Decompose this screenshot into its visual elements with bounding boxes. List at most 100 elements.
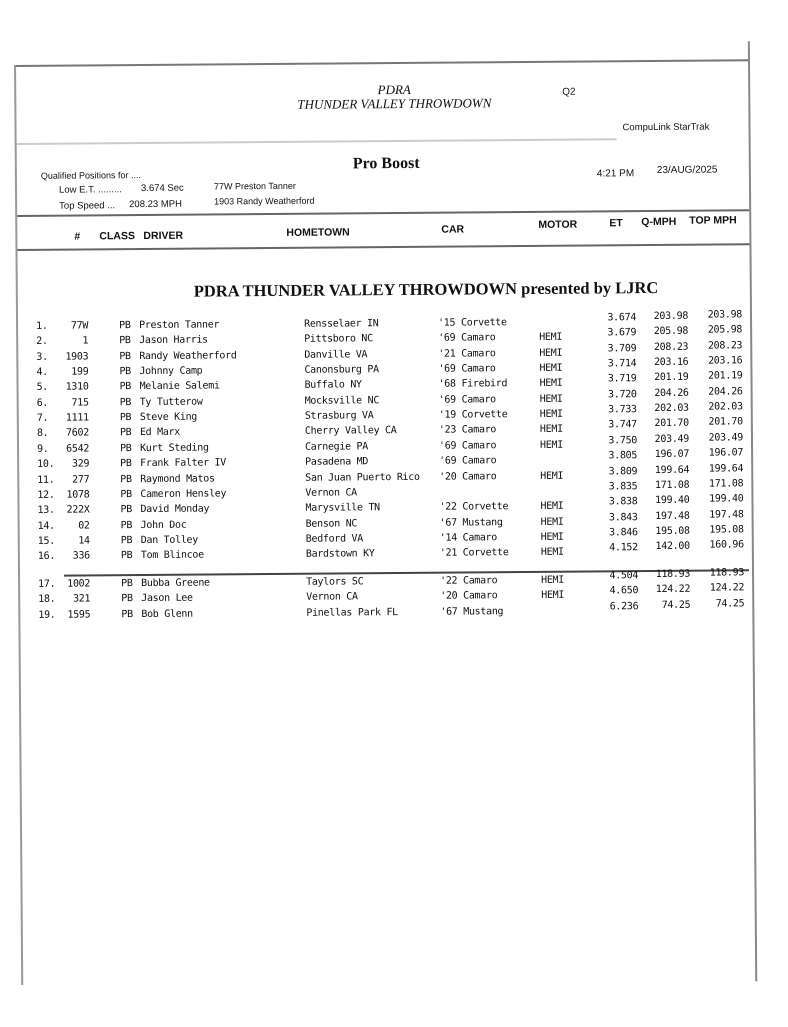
cell-driver: Bob Glenn	[141, 608, 193, 620]
cell-top-mph: 124.22	[709, 582, 745, 594]
cell-driver: Preston Tanner	[139, 319, 220, 332]
cell-et: 3.714	[607, 358, 637, 370]
cell-top-mph: 118.93	[709, 567, 745, 579]
qualified-label: Qualified Positions for ....	[40, 170, 141, 181]
cell-et: 3.720	[607, 388, 637, 401]
system-label: CompuLink StarTrak	[622, 121, 710, 134]
cell-position: 15.	[37, 535, 55, 547]
cell-driver: Melanie Salemi	[139, 380, 220, 393]
cell-car-number: 02	[78, 519, 90, 532]
cell-et: 4.504	[609, 570, 639, 582]
cell-car-number: 329	[71, 458, 90, 470]
cell-motor: HEMI	[539, 424, 563, 436]
cell-top-mph: 74.25	[715, 598, 745, 610]
cell-motor: HEMI	[540, 470, 564, 482]
cell-car-number: 1310	[65, 381, 89, 394]
cell-driver: Jason Lee	[141, 592, 193, 605]
cell-class: PB	[119, 396, 132, 408]
cell-class: PB	[120, 550, 133, 562]
report-time: 4:21 PM	[596, 168, 635, 180]
top-speed-value: 208.23 MPH	[129, 198, 182, 211]
cell-position: 19.	[38, 609, 56, 621]
cell-et: 4.152	[609, 542, 638, 554]
cell-hometown: Marysville TN	[305, 502, 380, 514]
cell-class: PB	[119, 427, 132, 439]
cell-car: '23 Camaro	[438, 424, 497, 437]
cell-car: '22 Camaro	[440, 575, 498, 587]
cell-q-mph: 201.19	[654, 372, 689, 384]
cell-position: 12.	[37, 489, 55, 501]
cell-top-mph: 160.96	[709, 539, 744, 551]
cell-driver: Randy Weatherford	[139, 349, 237, 362]
cell-et: 3.835	[608, 480, 638, 493]
cell-motor: HEMI	[539, 408, 563, 421]
cell-car-number: 336	[72, 550, 90, 562]
cell-position: 4.	[36, 366, 48, 378]
cell-car-number: 199	[71, 366, 89, 378]
cell-hometown: Danville VA	[304, 348, 368, 361]
cell-hometown: Carnegie PA	[304, 441, 369, 453]
cell-car: '20 Camaro	[440, 590, 498, 603]
cell-driver: Raymond Matos	[140, 472, 215, 485]
cell-class: PB	[120, 473, 132, 485]
cell-motor: HEMI	[540, 500, 564, 513]
cell-car: '15 Corvette	[438, 317, 507, 329]
cell-motor: HEMI	[539, 439, 563, 451]
cell-car-number: 222X	[66, 504, 90, 516]
cell-driver: Steve King	[139, 411, 198, 424]
top-speed-label: Top Speed ...	[59, 200, 116, 212]
cell-q-mph: 195.08	[655, 525, 690, 537]
cell-top-mph: 197.48	[709, 508, 744, 521]
cell-et: 4.650	[609, 585, 639, 597]
cell-car-number: 14	[78, 535, 90, 547]
cell-car: '69 Camaro	[438, 332, 496, 345]
cell-car: '14 Camaro	[439, 532, 498, 544]
cell-class: PB	[119, 412, 132, 424]
cell-hometown: San Juan Puerto Rico	[305, 471, 420, 484]
divider-faint	[16, 138, 617, 146]
cell-car: '20 Camaro	[439, 470, 497, 483]
cell-class: PB	[119, 366, 131, 378]
cell-car-number: 1595	[67, 609, 91, 621]
cell-car: '69 Camaro	[438, 394, 496, 406]
col-class: CLASS	[99, 230, 136, 243]
cell-et: 3.733	[608, 404, 637, 416]
cell-class: PB	[119, 442, 132, 455]
cell-et: 3.679	[607, 327, 637, 339]
cell-class: PB	[120, 458, 132, 470]
cell-car-number: 715	[71, 397, 89, 409]
cell-top-mph: 201.70	[708, 416, 743, 429]
col-qmph: Q-MPH	[641, 215, 677, 229]
cell-car-number: 1111	[65, 412, 89, 424]
cell-car-number: 1002	[67, 578, 91, 590]
cell-q-mph: 202.03	[654, 402, 689, 415]
low-et-value: 3.674 Sec	[140, 182, 184, 195]
cell-q-mph: 201.70	[654, 418, 689, 430]
cell-et: 3.846	[609, 527, 638, 539]
cell-hometown: Taylors SC	[306, 576, 364, 588]
cell-q-mph: 124.22	[655, 584, 691, 596]
cell-motor: HEMI	[539, 347, 563, 359]
alternates-table: 17. 1002 PB Bubba Greene Taylors SC '22 Camar…	[0, 0, 788, 620]
header-rule-top	[17, 209, 750, 218]
cell-et: 6.236	[609, 600, 639, 613]
cell-car: '68 Firebird	[438, 378, 508, 391]
results-table: 1. 77W PB Preston Tanner Rensselaer IN '15 Co…	[0, 0, 788, 562]
cell-et: 3.805	[608, 450, 638, 462]
cell-q-mph: 199.64	[654, 464, 690, 476]
cell-et: 3.838	[608, 496, 638, 508]
cell-driver: Bubba Greene	[141, 577, 210, 590]
cell-position: 6.	[36, 397, 49, 409]
cell-top-mph: 208.23	[707, 340, 743, 352]
cell-motor: HEMI	[539, 378, 563, 390]
cell-top-mph: 203.98	[707, 309, 743, 321]
cell-top-mph: 199.64	[708, 462, 744, 475]
cell-q-mph: 208.23	[653, 341, 689, 353]
cell-hometown: Cherry Valley CA	[304, 425, 397, 438]
cell-position: 10.	[37, 458, 55, 471]
cell-motor: HEMI	[540, 531, 564, 543]
cell-class: PB	[119, 350, 131, 362]
cell-position: 16.	[37, 550, 56, 563]
cell-car: '21 Corvette	[439, 547, 509, 559]
